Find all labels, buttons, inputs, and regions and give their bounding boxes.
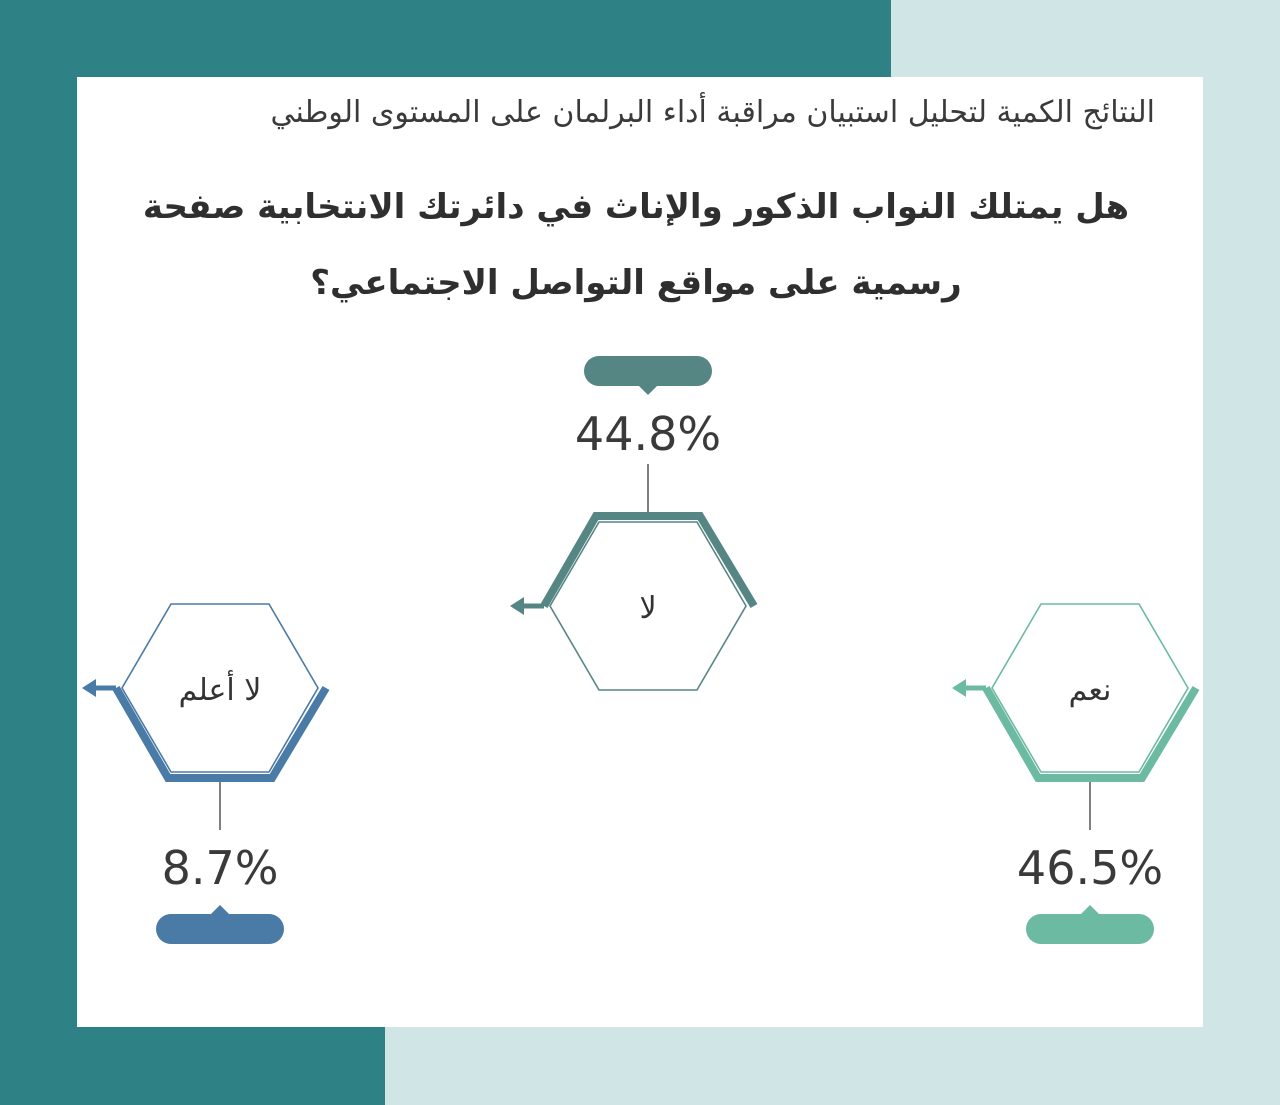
hexagon-bracket-yes: [982, 685, 1200, 782]
category-label-yes: نعم: [1069, 673, 1112, 708]
pill-notch-dont-know: [210, 905, 230, 915]
background-block-top: [0, 0, 891, 77]
question-title: هل يمتلك النواب الذكور والإناث في دائرتك…: [142, 187, 1130, 303]
background-block-bottom: [0, 1027, 385, 1105]
infographic-card: النتائج الكمية لتحليل استبيان مراقبة أدا…: [77, 77, 1203, 1027]
hexagon-bracket-no: [540, 512, 758, 609]
arrow-head-dont-know: [82, 679, 96, 697]
hexagon-no: [549, 521, 747, 691]
arrow-head-no: [510, 597, 524, 615]
arrow-head-yes: [952, 679, 966, 697]
hexagon-yes: [991, 603, 1189, 773]
pill-yes: [1026, 914, 1154, 944]
value-label-no: 44.8%: [575, 407, 721, 461]
background-block-left: [0, 0, 77, 1105]
hexagon-dont-know: [121, 603, 319, 773]
hexagon-bracket-dont-know: [112, 685, 330, 782]
pill-dont-know: [156, 914, 284, 944]
value-label-yes: 46.5%: [1017, 841, 1163, 895]
pill-notch-yes: [1080, 905, 1100, 915]
value-label-dont-know: 8.7%: [162, 841, 279, 895]
subtitle: النتائج الكمية لتحليل استبيان مراقبة أدا…: [270, 95, 1155, 130]
pill-notch-no: [638, 385, 658, 395]
pill-no: [584, 356, 712, 386]
category-label-dont-know: لا أعلم: [179, 669, 262, 708]
category-label-no: لا: [639, 591, 656, 626]
